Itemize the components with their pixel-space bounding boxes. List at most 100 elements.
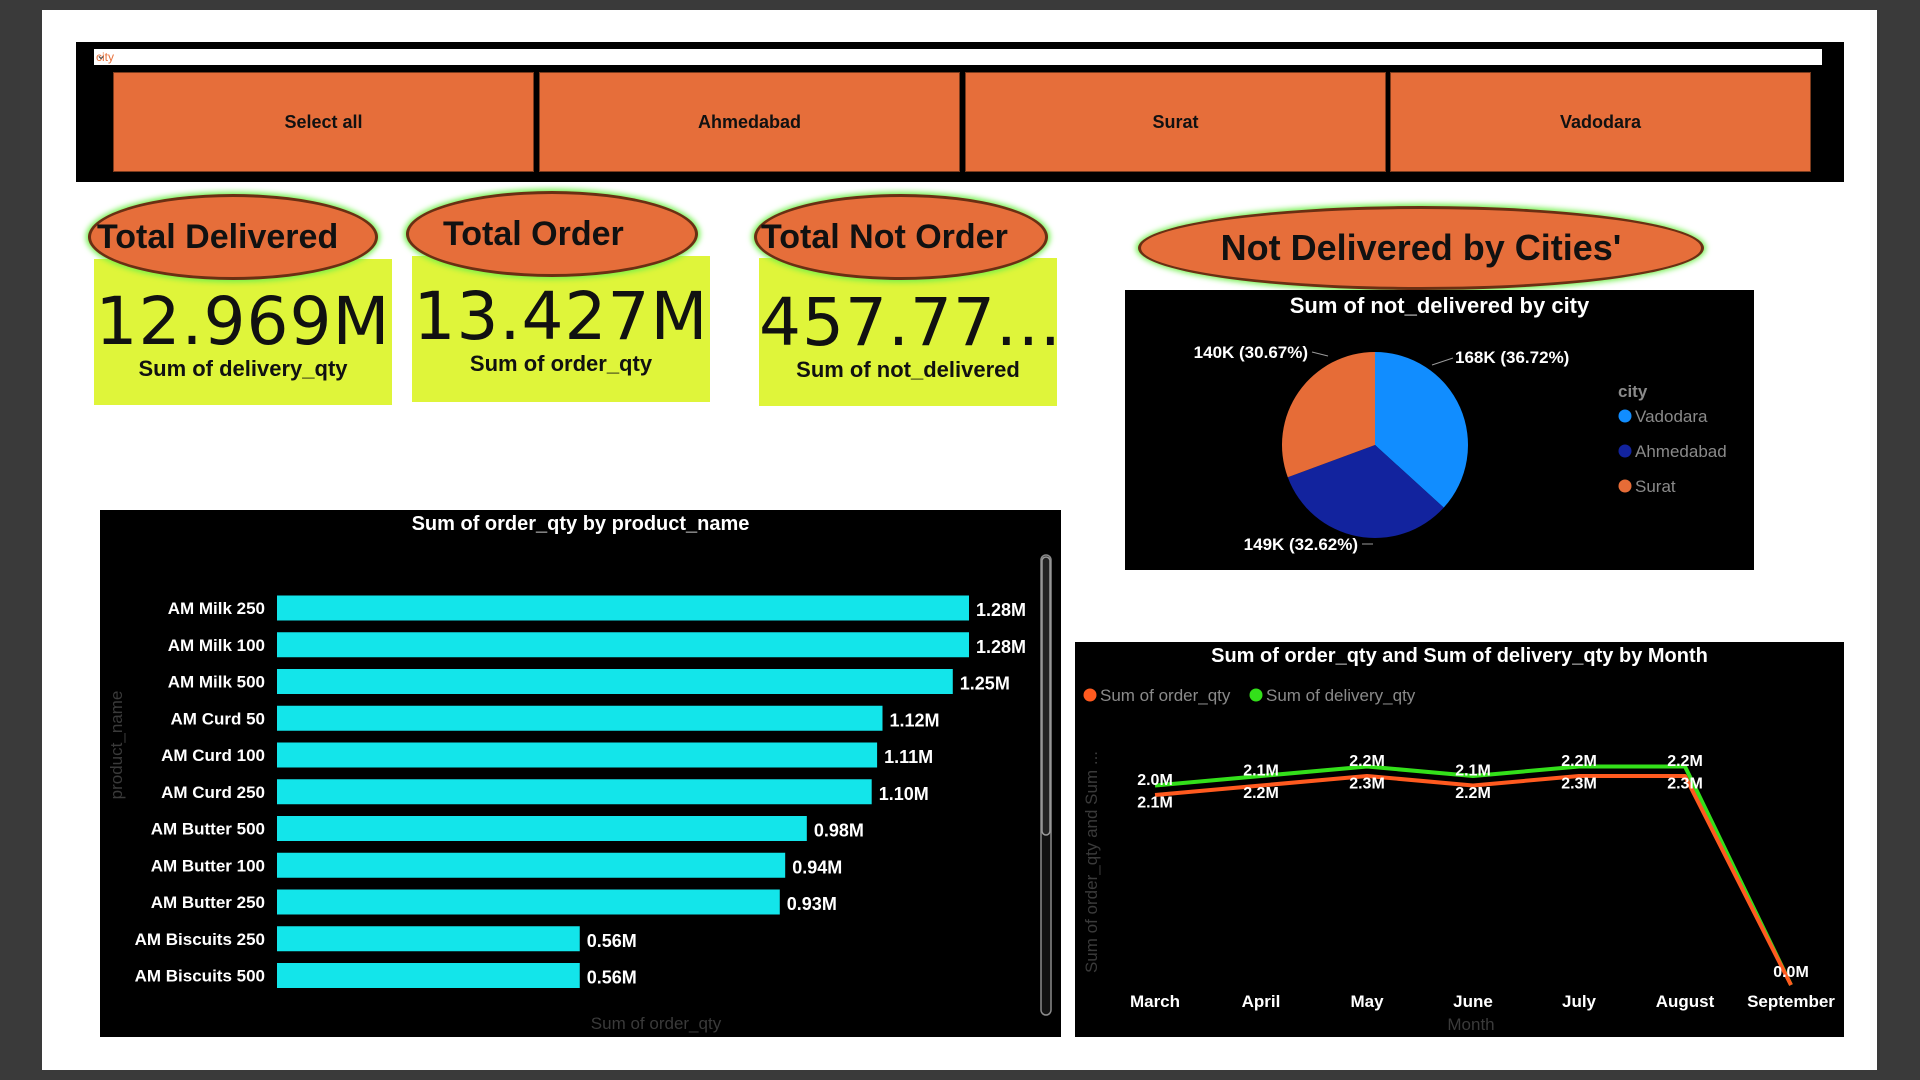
slicer-option-select-all[interactable]: Select all [113,72,534,172]
bar-value-label: 0.93M [787,894,837,914]
slicer-option-ahmedabad[interactable]: Ahmedabad [539,72,960,172]
bar-category-label: AM Biscuits 500 [135,967,265,986]
legend-label-ahmedabad: Ahmedabad [1635,442,1727,461]
bar-category-label: AM Butter 100 [151,856,265,875]
line-x-tick-label: March [1130,992,1180,1011]
bar-chart-scrollbar-thumb[interactable] [1041,556,1051,836]
pie-slice-vadodara[interactable] [1375,352,1468,508]
line-data-label-delivery: 2.2M [1243,785,1279,802]
bar-category-label: AM Butter 250 [151,893,265,912]
bar-value-label: 1.10M [879,784,929,804]
pie-legend-title: city [1618,382,1648,401]
bar-am-milk-500[interactable] [277,669,953,694]
slicer-header[interactable]: city ⌄ [94,48,1822,65]
line-data-label-order: 2.2M [1667,753,1703,770]
line-y-axis-label: Sum of order_qty and Sum ... [1082,751,1101,973]
bar-chart-panel: Sum of order_qty by product_name product… [100,510,1061,1037]
line-data-label-delivery: 2.3M [1561,776,1597,793]
bar-am-curd-100[interactable] [277,742,878,768]
line-series-order[interactable] [1154,774,1793,986]
legend-label-order: Sum of order_qty [1100,686,1231,705]
bar-value-label: 0.98M [814,821,864,841]
line-chart: Sum of order_qty Sum of delivery_qty Sum… [1082,686,1835,1034]
slicer-option-vadodara[interactable]: Vadodara [1390,72,1811,172]
pie-chart: 168K (36.72%)149K (32.62%)140K (30.67%) … [1194,343,1727,554]
legend-label-surat: Surat [1635,477,1676,496]
line-chart-panel: Sum of order_qty and Sum of delivery_qty… [1075,642,1844,1037]
kpi-value: 13.427M [413,278,709,355]
kpi-title-total-delivered: Total Delivered [88,194,378,280]
line-data-label-delivery: 2.2M [1455,785,1491,802]
bar-y-axis-label: product_name [107,691,126,800]
kpi-card-total-order: 13.427M Sum of order_qty [412,256,710,402]
pie-chart-title: Sum of not_delivered by city [1289,293,1590,318]
pie-slice-surat[interactable] [1282,352,1375,478]
bar-am-curd-50[interactable] [277,705,883,731]
bar-category-label: AM Milk 250 [168,599,265,618]
line-data-label-order: 2.0M [1137,772,1173,789]
bar-value-label: 0.56M [587,931,637,951]
legend-swatch-order [1083,688,1097,702]
line-chart-title: Sum of order_qty and Sum of delivery_qty… [1211,645,1708,667]
line-data-label-order: 2.2M [1349,753,1385,770]
pie-data-label: 168K (36.72%) [1455,348,1569,367]
pie-data-label: 140K (30.67%) [1194,343,1308,362]
slicer-option-surat[interactable]: Surat [965,72,1386,172]
kpi-card-total-not-order: 457.77... Sum of not_delivered [759,258,1062,406]
bar-value-label: 0.94M [792,857,842,877]
bar-category-label: AM Curd 100 [161,746,265,765]
bar-x-axis-label: Sum of order_qty [591,1014,722,1033]
bar-chart: product_name Sum of order_qty AM Milk 25… [107,554,1052,1033]
kpi-title-total-not-order: Total Not Order [754,194,1048,280]
bar-value-label: 1.25M [960,674,1010,694]
kpi-value: 457.77... [759,284,1062,361]
line-data-label-delivery: 2.3M [1349,776,1385,793]
bar-category-label: AM Milk 100 [168,636,265,655]
line-x-tick-label: August [1656,992,1715,1011]
kpi-label: Sum of delivery_qty [138,356,348,381]
legend-swatch-surat [1618,479,1632,493]
bar-category-label: AM Butter 500 [151,820,265,839]
line-data-label-delivery: 2.1M [1137,795,1173,812]
legend-swatch-ahmedabad [1618,444,1632,458]
line-x-tick-label: May [1350,992,1384,1011]
kpi-value: 12.969M [95,283,391,360]
bar-am-biscuits-500[interactable] [277,963,580,988]
bar-am-butter-250[interactable] [277,889,780,915]
line-data-label-order: 2.1M [1455,763,1491,780]
legend-swatch-delivery [1249,688,1263,702]
line-series-delivery[interactable] [1154,764,1793,986]
pie-label-leader [1311,351,1329,357]
chevron-down-icon[interactable]: ⌄ [96,48,107,62]
bar-category-label: AM Curd 250 [161,783,265,802]
pie-data-label: 149K (32.62%) [1244,535,1358,554]
bar-am-butter-100[interactable] [277,852,786,878]
line-x-axis-label: Month [1447,1015,1494,1034]
pie-slice-ahmedabad[interactable] [1287,445,1444,539]
legend-label-delivery: Sum of delivery_qty [1266,686,1416,705]
bar-value-label: 1.28M [976,600,1026,620]
line-data-label-order: 2.1M [1243,763,1279,780]
bar-am-milk-100[interactable] [277,632,969,658]
section-title-not-delivered: Not Delivered by Cities' [1138,206,1704,290]
bar-category-label: AM Milk 500 [168,673,265,692]
line-data-label-delivery: 2.3M [1667,776,1703,793]
pie-label-leader [1431,357,1454,366]
kpi-title-total-order: Total Order [406,191,698,277]
bar-am-curd-250[interactable] [277,779,872,805]
slicer-field-label: city [96,50,114,64]
bar-am-biscuits-250[interactable] [277,926,580,952]
line-x-tick-label: June [1453,992,1493,1011]
bar-am-butter-500[interactable] [277,816,807,841]
line-data-label-order: 0.0M [1773,964,1809,981]
legend-label-vadodara: Vadodara [1635,407,1708,426]
pie-chart-panel: Sum of not_delivered by city 168K (36.72… [1125,290,1754,570]
bar-value-label: 0.56M [587,968,637,988]
line-x-tick-label: April [1242,992,1281,1011]
bar-value-label: 1.28M [976,637,1026,657]
bar-am-milk-250[interactable] [277,595,969,621]
kpi-label: Sum of order_qty [469,351,653,376]
kpi-card-total-delivered: 12.969M Sum of delivery_qty [94,259,392,405]
bar-value-label: 1.12M [890,710,940,730]
legend-swatch-vadodara [1618,409,1632,423]
